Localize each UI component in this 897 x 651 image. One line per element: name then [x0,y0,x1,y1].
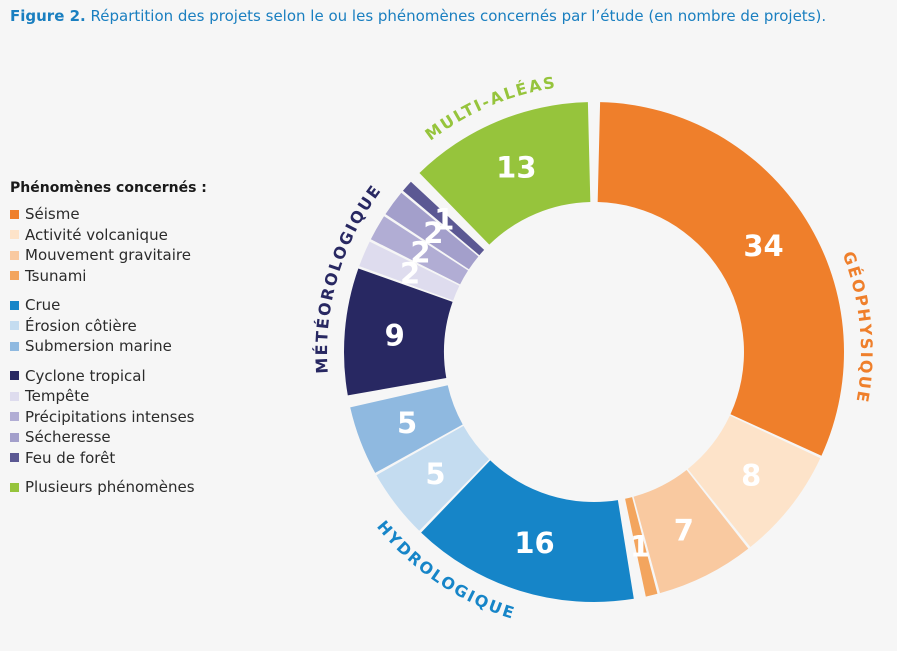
legend-swatch [10,230,19,240]
legend-title: Phénomènes concernés : [10,180,207,196]
legend-item-seisme: Séisme [10,204,310,225]
donut-slices [344,102,844,602]
legend-item-tempete: Tempête [10,386,310,407]
value-label-tsunami: 1 [630,530,650,564]
slice-mouvement-gravitaire [633,470,749,594]
category-label-geophysique: GÉOPHYSIQUE [839,249,876,406]
legend-groups: Séisme Activité volcanique Mouvement gravi… [10,204,310,498]
legend-item-cyclone-tropical: Cyclone tropical [10,366,310,387]
slice-submersion-marine [350,385,463,473]
legend-label: Crue [25,296,61,315]
legend-group: Crue Érosion côtière Submersion marine [10,295,310,357]
legend-item-tsunami: Tsunami [10,266,310,287]
figure-title: Figure 2. Répartition des projets selon … [10,7,826,25]
value-label-cyclone-tropical: 9 [385,318,405,352]
legend-label: Séisme [25,205,80,224]
legend-label: Sécheresse [25,428,111,447]
legend-swatch [10,271,19,281]
slice-tsunami [625,497,658,597]
value-label-feu-de-foret: 1 [434,202,454,236]
legend-item-submersion-marine: Submersion marine [10,336,310,357]
legend-label: Submersion marine [25,337,172,356]
value-label-submersion-marine: 5 [397,406,417,440]
slice-cyclone-tropical [344,268,453,396]
value-label-tempete: 2 [400,256,420,290]
legend-swatch [10,391,19,401]
legend-swatch [10,371,19,381]
value-label-crue: 16 [514,526,554,560]
legend-item-secheresse: Sécheresse [10,427,310,448]
slice-plusieurs-phenomenes [419,102,591,245]
legend-item-erosion-cotiere: Érosion côtière [10,316,310,337]
legend-item-precipitations-intenses: Précipitations intenses [10,407,310,428]
slice-feu-de-foret [402,181,485,256]
value-label-secheresse: 2 [423,216,443,250]
legend-label: Érosion côtière [25,316,137,335]
legend-label: Feu de forêt [25,448,116,467]
legend-item-plusieurs-phenomenes: Plusieurs phénomènes [10,477,310,498]
value-label-mouvement-gravitaire: 7 [674,514,694,548]
legend-label: Cyclone tropical [25,366,146,385]
legend-label: Tempête [25,387,90,406]
legend-swatch [10,300,19,310]
slice-seisme [597,102,844,456]
slice-tempete [359,241,460,301]
legend-label: Tsunami [25,266,87,285]
figure-caption: Répartition des projets selon le ou les … [85,7,827,25]
legend-swatch [10,432,19,442]
legend-item-activite-volcanique: Activité volcanique [10,225,310,246]
value-label-seisme: 34 [743,229,783,263]
legend-swatch [10,482,19,492]
legend-swatch [10,209,19,219]
slice-activite-volcanique [687,415,821,548]
value-label-plusieurs-phenomenes: 13 [496,151,536,185]
slice-erosion-cotiere [376,425,490,531]
value-label-activite-volcanique: 8 [741,459,761,493]
legend-label: Mouvement gravitaire [25,246,191,265]
legend: Phénomènes concernés : Séisme Activité vo… [10,180,310,507]
legend-group: Cyclone tropical Tempête Précipitations in… [10,366,310,469]
slice-precipitations-intenses [370,216,469,285]
legend-label: Précipitations intenses [25,407,195,426]
value-label-precipitations-intenses: 2 [410,235,430,269]
legend-group: Séisme Activité volcanique Mouvement gravi… [10,204,310,286]
slice-secheresse [385,192,479,270]
slice-crue [421,460,634,602]
legend-item-crue: Crue [10,295,310,316]
legend-group: Plusieurs phénomènes [10,477,310,498]
figure-number: Figure 2. [10,7,86,25]
legend-label: Plusieurs phénomènes [25,478,195,497]
legend-item-mouvement-gravitaire: Mouvement gravitaire [10,245,310,266]
legend-swatch [10,453,19,463]
legend-swatch [10,412,19,422]
legend-swatch [10,341,19,351]
legend-item-feu-de-foret: Feu de forêt [10,448,310,469]
legend-swatch [10,250,19,260]
value-label-erosion-cotiere: 5 [425,457,445,491]
legend-label: Activité volcanique [25,225,168,244]
legend-swatch [10,321,19,331]
